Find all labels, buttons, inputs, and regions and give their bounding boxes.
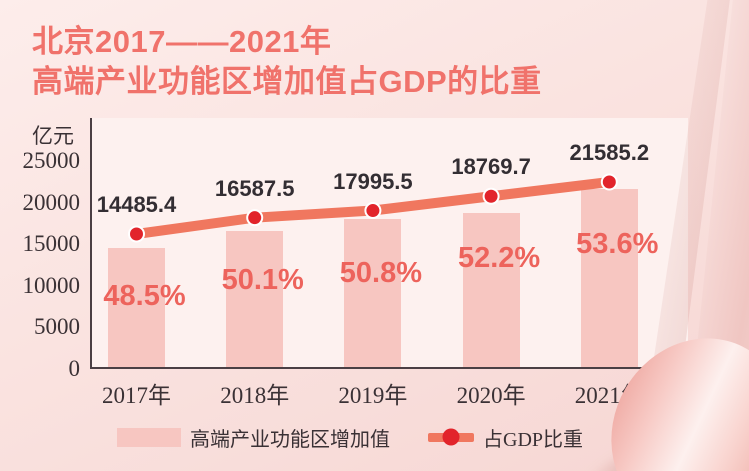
x-axis-label: 2017年 <box>102 383 171 408</box>
bar-value-label: 14485.4 <box>96 192 177 217</box>
bar-value-label: 18769.7 <box>451 154 531 180</box>
y-axis-unit-label: 亿元 <box>32 124 74 148</box>
bar-2019年 <box>344 219 402 367</box>
bar-2020年 <box>462 212 520 367</box>
y-axis-tick-label: 10000 <box>22 272 81 298</box>
x-axis-label: 2018年 <box>220 383 290 408</box>
legend-line-swatch <box>428 428 474 446</box>
legend-line-label: 占GDP比重 <box>483 428 584 451</box>
y-axis-tick-label: 0 <box>68 356 81 381</box>
y-axis-tick-label: 5000 <box>34 314 80 340</box>
y-axis-tick-label: 25000 <box>22 148 81 173</box>
legend-dot-icon <box>442 428 460 446</box>
y-axis-tick-label: 20000 <box>22 189 81 215</box>
bar-value-label: 21585.2 <box>569 139 650 165</box>
bar-2018年 <box>226 230 284 367</box>
x-axis-label: 2020年 <box>456 383 526 408</box>
bar-value-label: 16587.5 <box>214 175 295 201</box>
bar-value-label: 17995.5 <box>333 168 413 194</box>
pct-label: 48.5% <box>103 280 186 312</box>
pct-label: 52.2% <box>457 242 541 275</box>
y-axis-tick-label: 15000 <box>22 231 81 257</box>
bar-2017年 <box>108 248 165 367</box>
legend: 高端产业功能区增加值 占GDP比重 <box>117 423 583 451</box>
pct-label: 50.8% <box>339 256 422 289</box>
x-axis-label: 2019年 <box>338 383 408 408</box>
chart-title: 北京2017——2021年 高端产业功能区增加值占GDP的比重 <box>32 22 542 102</box>
legend-bar-label: 高端产业功能区增加值 <box>190 428 390 451</box>
pct-label: 50.1% <box>221 263 304 296</box>
chart-title-line2: 高端产业功能区增加值占GDP的比重 <box>32 64 542 99</box>
bar-2021年 <box>580 189 638 367</box>
legend-bar-swatch <box>117 427 181 447</box>
chart-title-line1: 北京2017——2021年 <box>32 24 332 59</box>
